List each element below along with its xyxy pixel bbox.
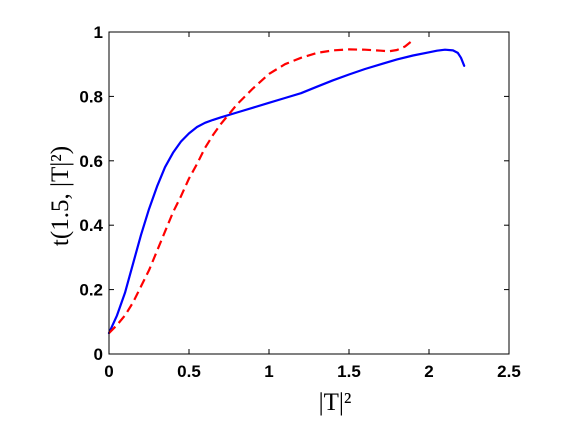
series-layer — [107, 39, 466, 335]
y-tick-label: 0.2 — [79, 281, 103, 300]
y-tick-label: 0 — [94, 345, 103, 364]
x-tick-label: 2 — [424, 362, 433, 381]
x-tick-label: 2.5 — [497, 362, 521, 381]
x-tick-label: 0.5 — [177, 362, 201, 381]
y-axis-label: t(1.5, |T|²) — [47, 146, 74, 246]
y-tick-label: 0.6 — [79, 152, 103, 171]
x-tick-label: 1 — [264, 362, 273, 381]
y-tick-label: 0.8 — [79, 87, 103, 106]
series-line-dashed — [108, 39, 414, 334]
y-tick-label: 0.4 — [79, 216, 103, 235]
x-tick-label: 1.5 — [337, 362, 361, 381]
plot-area — [109, 32, 509, 354]
x-tick-label: 0 — [104, 362, 113, 381]
plot-frame — [108, 31, 510, 355]
series-line-solid — [107, 48, 466, 335]
y-tick-label: 1 — [94, 23, 103, 42]
x-axis-label: |T|² — [319, 389, 352, 416]
tick-labels-layer: 0 0.5 1 1.5 2 2.5 0 0.2 0.4 0.6 0.8 1 — [79, 23, 520, 381]
